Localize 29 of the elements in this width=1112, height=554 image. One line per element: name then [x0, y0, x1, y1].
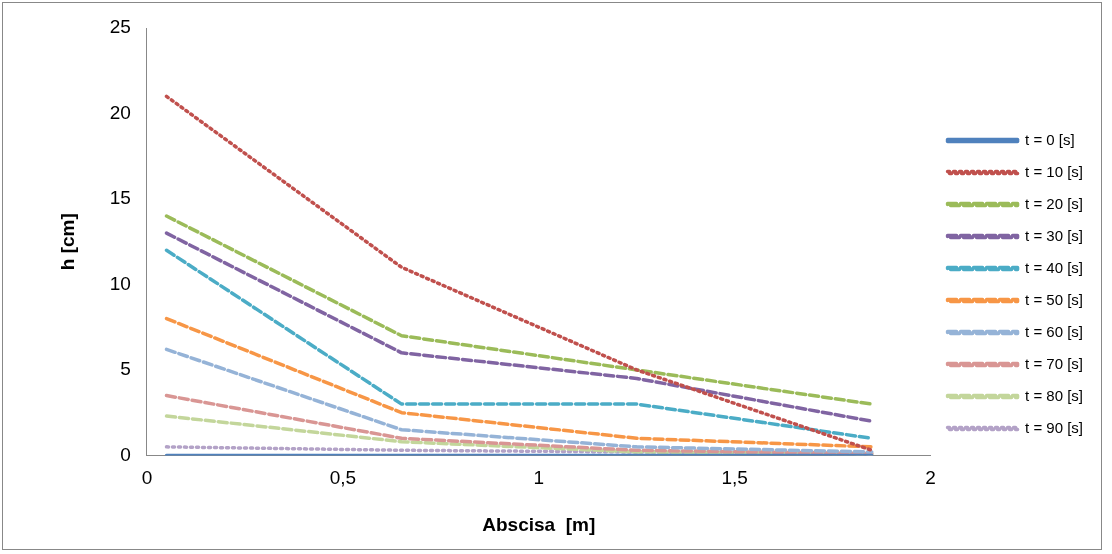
x-axis-title: Abscisa [m]: [482, 513, 596, 535]
legend-label: t = 90 [s]: [1025, 418, 1083, 436]
x-tick-label: 1,5: [721, 467, 748, 489]
y-tick-label: 0: [120, 443, 131, 465]
legend-label: t = 40 [s]: [1025, 258, 1083, 276]
y-tick-label: 20: [109, 101, 131, 123]
line-series: [164, 316, 874, 449]
x-tick-label: 0,5: [329, 467, 357, 489]
legend-label: t = 0 [s]: [1025, 130, 1075, 148]
x-tick-label: 0: [141, 467, 153, 489]
legend-label: t = 60 [s]: [1025, 322, 1083, 340]
y-tick-label: 5: [120, 358, 131, 380]
x-tick-label: 2: [925, 467, 936, 489]
line-series: [164, 347, 874, 454]
line-series: [164, 214, 874, 406]
legend-label: t = 70 [s]: [1025, 354, 1083, 372]
legend-label: t = 20 [s]: [1025, 194, 1083, 212]
y-tick-label: 10: [109, 272, 131, 294]
line-series: [164, 231, 874, 423]
legend-label: t = 80 [s]: [1025, 386, 1083, 404]
line-series: [164, 393, 874, 456]
y-axis-title: h [cm]: [56, 213, 78, 271]
y-tick-label: 25: [109, 16, 131, 38]
legend-label: t = 30 [s]: [1025, 226, 1083, 244]
x-tick-label: 1: [533, 467, 545, 489]
y-tick-label: 15: [109, 187, 131, 209]
legend-label: t = 10 [s]: [1025, 162, 1083, 180]
legend-label: t = 50 [s]: [1025, 290, 1083, 308]
line-series: [164, 94, 874, 453]
